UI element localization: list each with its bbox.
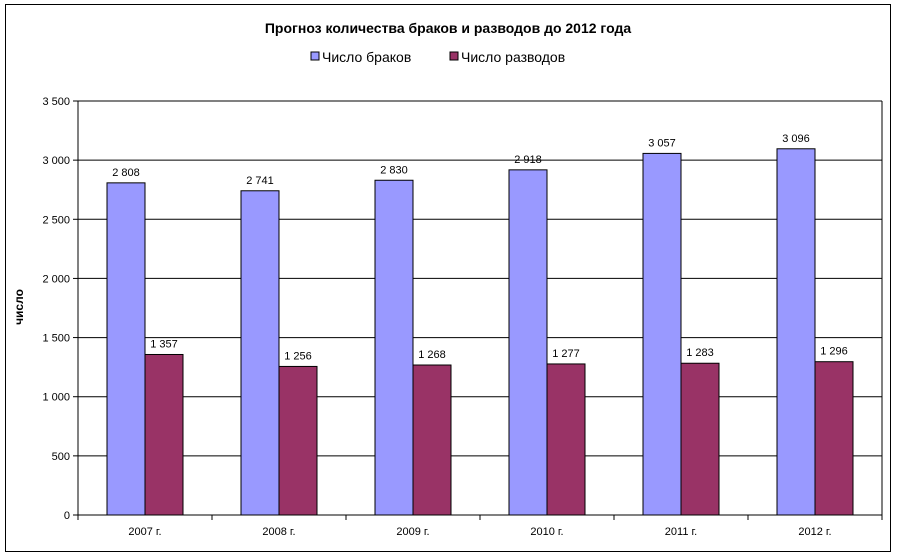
legend-swatch-marriages bbox=[310, 51, 320, 61]
x-tick-label: 2010 г. bbox=[530, 526, 563, 538]
chart-title: Прогноз количества браков и разводов до … bbox=[265, 20, 631, 36]
data-label-divorces: 1 283 bbox=[686, 347, 714, 359]
y-tick-label: 1 500 bbox=[42, 333, 70, 345]
axes bbox=[73, 100, 883, 520]
legend: Число браков Число разводов bbox=[310, 49, 565, 65]
y-tick-label: 3 000 bbox=[42, 155, 70, 167]
legend-label-marriages: Число браков bbox=[322, 49, 411, 65]
gridlines bbox=[78, 100, 882, 457]
bar-marriages bbox=[106, 182, 146, 516]
bars bbox=[106, 148, 854, 516]
x-tick-label: 2012 г. bbox=[798, 526, 831, 538]
data-label-divorces: 1 357 bbox=[150, 338, 178, 350]
data-label-marriages: 2 918 bbox=[514, 154, 542, 166]
data-label-marriages: 2 808 bbox=[112, 167, 140, 179]
y-tick-label: 500 bbox=[52, 451, 70, 463]
data-label-marriages: 2 830 bbox=[380, 164, 408, 176]
y-tick-label: 3 500 bbox=[42, 96, 70, 108]
x-tick-label: 2008 г. bbox=[262, 526, 295, 538]
data-label-divorces: 1 268 bbox=[418, 349, 446, 361]
x-tick-label: 2011 г. bbox=[665, 526, 697, 538]
bar-marriages bbox=[240, 190, 280, 516]
data-label-divorces: 1 296 bbox=[820, 346, 848, 358]
legend-swatch-divorces bbox=[449, 51, 459, 61]
data-label-marriages: 2 741 bbox=[246, 175, 274, 187]
x-tick-label: 2007 г. bbox=[128, 526, 161, 538]
bar-marriages bbox=[642, 152, 682, 516]
y-axis-label: число bbox=[12, 289, 26, 325]
y-tick-label: 1 000 bbox=[42, 392, 70, 404]
bar-divorces bbox=[814, 361, 854, 516]
bar-divorces bbox=[680, 362, 720, 516]
data-label-divorces: 1 277 bbox=[552, 348, 580, 360]
bar-divorces bbox=[278, 365, 318, 516]
bar-divorces bbox=[144, 353, 184, 516]
y-tick-label: 0 bbox=[64, 510, 70, 522]
bar-divorces bbox=[546, 363, 586, 516]
legend-label-divorces: Число разводов bbox=[461, 49, 565, 65]
y-tick-labels: 0 500 1 000 1 500 2 000 2 500 3 000 3 500 bbox=[42, 96, 70, 522]
data-label-marriages: 3 096 bbox=[782, 133, 810, 145]
bar-marriages bbox=[776, 148, 816, 516]
bar-marriages bbox=[374, 179, 414, 516]
bar-divorces bbox=[412, 364, 452, 516]
data-labels: 2 808 1 357 2 741 1 256 2 830 1 268 2 918 1 277… bbox=[112, 133, 848, 363]
data-label-marriages: 3 057 bbox=[648, 137, 676, 149]
bar-marriages bbox=[508, 169, 548, 516]
y-tick-label: 2 500 bbox=[42, 214, 70, 226]
y-tick-label: 2 000 bbox=[42, 273, 70, 285]
x-tick-labels: 2007 г. 2008 г. 2009 г. 2010 г. 2011 г. 2012 … bbox=[128, 526, 831, 538]
data-label-divorces: 1 256 bbox=[284, 350, 312, 362]
x-tick-label: 2009 г. bbox=[396, 526, 429, 538]
